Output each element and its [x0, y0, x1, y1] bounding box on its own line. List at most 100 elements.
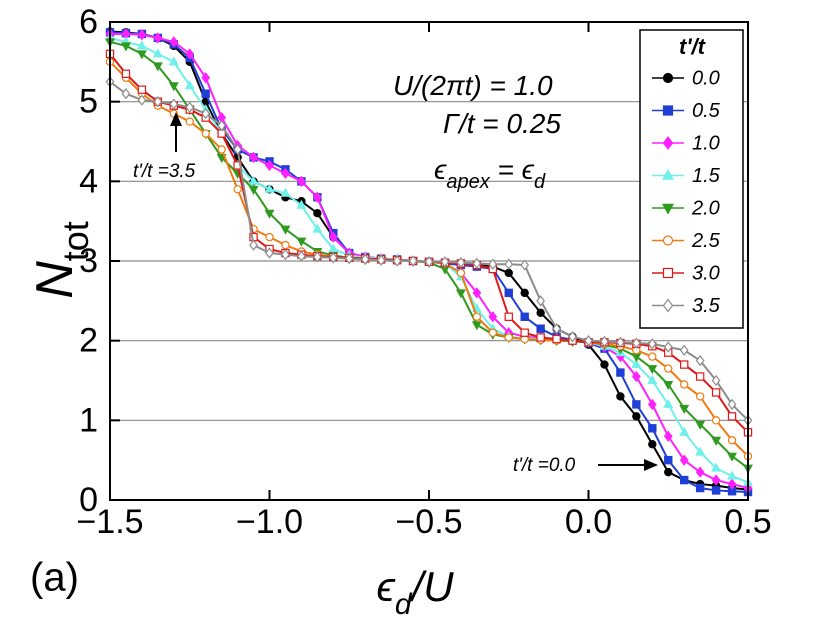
- annotation: Γ/t = 0.25: [443, 108, 561, 139]
- marker: [152, 48, 163, 58]
- y-tick-label: 5: [79, 83, 98, 121]
- legend-label: 0.5: [692, 100, 721, 122]
- marker: [600, 335, 609, 348]
- marker: [121, 69, 131, 78]
- marker: [663, 430, 673, 442]
- y-tick-label: 1: [79, 401, 98, 439]
- y-tick-label: 3: [79, 242, 98, 280]
- marker: [249, 151, 258, 164]
- text-part: N: [26, 261, 84, 299]
- marker: [648, 440, 657, 449]
- marker: [647, 338, 657, 350]
- marker: [504, 268, 513, 278]
- marker: [711, 486, 721, 495]
- legend-label: 0.0: [692, 67, 720, 89]
- text-part: /U: [409, 563, 455, 610]
- marker: [616, 392, 625, 401]
- x-axis-label: ϵd/U: [376, 563, 454, 621]
- marker: [679, 454, 689, 466]
- marker: [663, 398, 674, 408]
- marker: [727, 470, 738, 480]
- marker: [662, 235, 674, 246]
- arrow-head: [644, 459, 658, 471]
- marker: [711, 388, 721, 397]
- marker: [488, 311, 498, 323]
- marker: [679, 426, 690, 436]
- subscript: d: [534, 171, 546, 193]
- marker: [328, 243, 339, 253]
- arrow-head: [170, 112, 182, 126]
- legend-label: 1.0: [692, 132, 720, 154]
- legend: t'/t 0.0 0.5 1.0 1.5 2.0 2.5 3.0 3.5: [652, 34, 721, 317]
- marker: [695, 466, 705, 478]
- marker: [695, 354, 705, 367]
- marker: [121, 88, 131, 100]
- data-layer: [105, 27, 753, 497]
- tick-layer: 0 1 2 3 4 5 6 −1.5 −1.0 −0.5 0.0 0.5: [76, 3, 771, 541]
- marker: [727, 412, 737, 421]
- annotation: t'/t =3.5: [133, 161, 196, 182]
- marker: [297, 175, 306, 187]
- marker: [631, 370, 641, 383]
- marker: [137, 29, 147, 41]
- marker: [169, 36, 179, 48]
- marker: [488, 258, 498, 270]
- marker: [153, 96, 163, 108]
- marker: [344, 252, 354, 265]
- marker: [727, 436, 737, 445]
- marker: [472, 257, 482, 270]
- marker: [440, 256, 450, 268]
- marker: [662, 267, 674, 279]
- marker: [662, 168, 674, 180]
- marker: [727, 478, 737, 490]
- marker: [280, 187, 291, 197]
- marker: [328, 231, 338, 243]
- marker: [679, 475, 689, 485]
- y-tick-label: 0: [79, 481, 98, 519]
- marker: [168, 56, 179, 66]
- marker: [281, 240, 290, 250]
- marker: [281, 248, 290, 261]
- marker: [662, 136, 674, 150]
- marker: [217, 119, 227, 132]
- marker: [137, 85, 147, 94]
- y-tick-label: 6: [79, 3, 98, 41]
- marker: [185, 48, 195, 60]
- marker: [184, 80, 195, 90]
- marker: [456, 268, 466, 278]
- marker: [265, 159, 274, 172]
- marker: [136, 50, 147, 60]
- marker: [312, 251, 322, 263]
- marker: [504, 258, 514, 270]
- marker: [552, 334, 561, 344]
- marker: [695, 372, 705, 381]
- marker: [727, 398, 737, 411]
- marker: [504, 333, 513, 342]
- marker: [647, 398, 657, 411]
- marker: [201, 89, 210, 98]
- marker: [456, 256, 466, 269]
- marker: [568, 331, 577, 343]
- marker: [632, 412, 641, 421]
- x-tick-label: 0.5: [724, 503, 771, 541]
- marker: [711, 462, 722, 472]
- marker: [168, 82, 179, 92]
- marker: [472, 312, 482, 321]
- marker: [136, 40, 147, 50]
- marker: [662, 72, 674, 84]
- text-part: Γ/t = 0.25: [443, 108, 561, 139]
- y-axis-label: Ntot: [26, 221, 96, 299]
- marker: [313, 208, 322, 218]
- marker: [711, 436, 722, 446]
- marker: [520, 312, 529, 321]
- marker: [297, 250, 306, 262]
- text-part: U/(2πt) = 1.0: [393, 70, 553, 101]
- marker: [631, 359, 642, 369]
- marker: [233, 143, 242, 156]
- marker: [584, 335, 593, 347]
- marker: [201, 107, 211, 120]
- marker: [360, 253, 370, 266]
- marker: [536, 308, 545, 317]
